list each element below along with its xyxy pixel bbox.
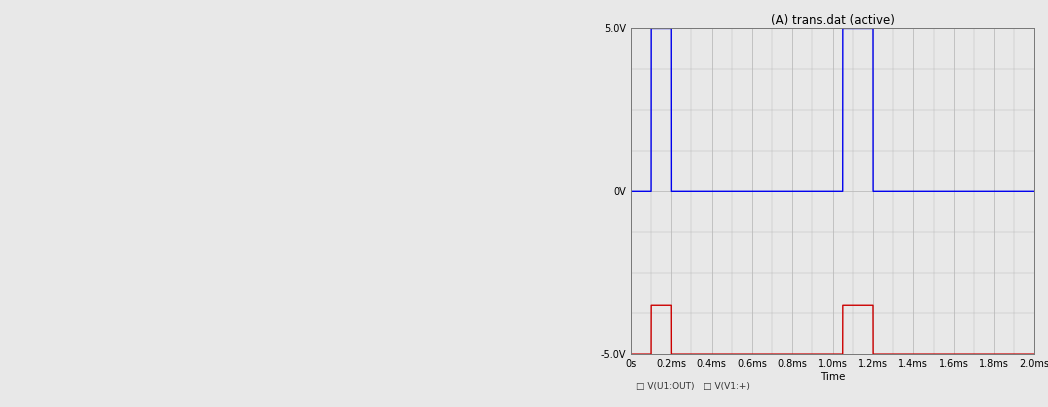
Text: □ V(U1:OUT)   □ V(V1:+): □ V(U1:OUT) □ V(V1:+): [636, 382, 750, 391]
X-axis label: Time: Time: [820, 372, 846, 382]
Title: (A) trans.dat (active): (A) trans.dat (active): [770, 14, 895, 27]
